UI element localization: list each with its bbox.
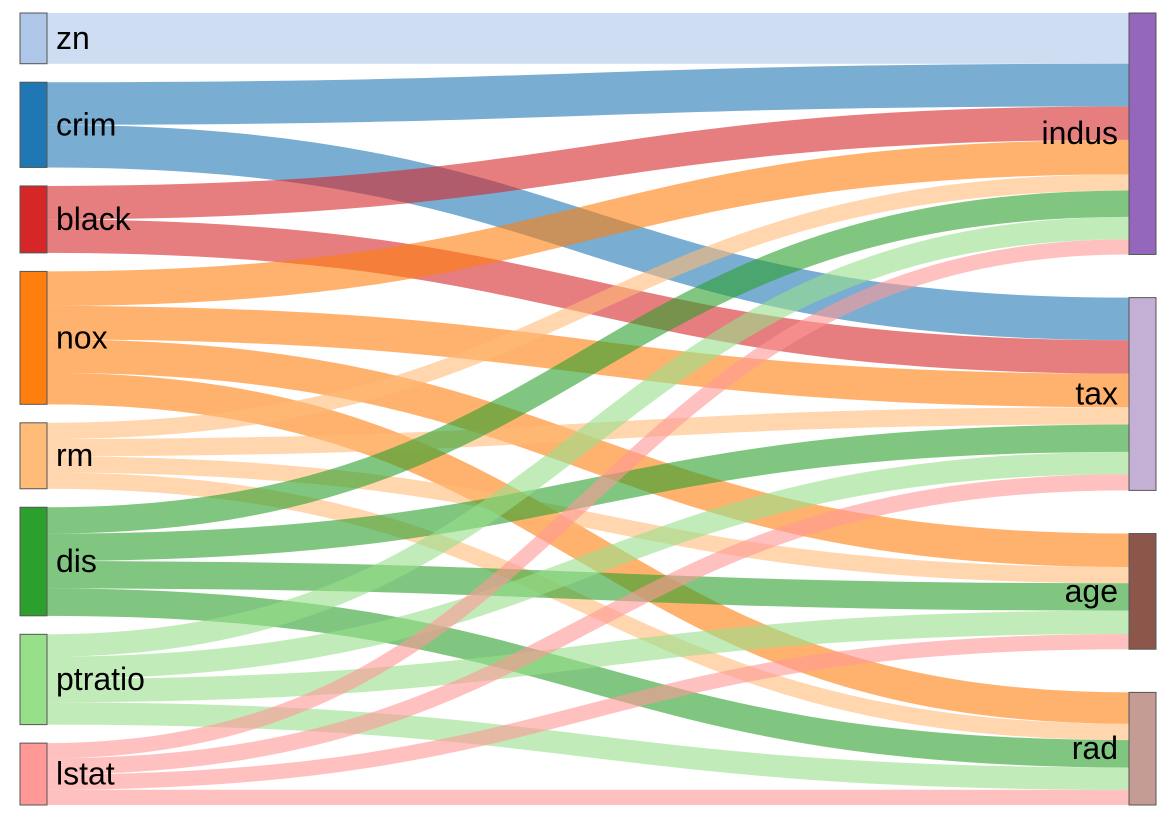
node-ptratio [19,633,48,726]
link-nox-indus [46,139,1130,306]
node-dis [19,506,48,617]
link-black-indus [46,106,1130,220]
node-rad [1128,691,1157,806]
node-label-crim: crim [56,106,116,142]
node-label-dis: dis [56,543,97,579]
node-label-tax: tax [1075,375,1118,411]
sankey-nodes [19,12,1157,806]
sankey-labels: zn crim black nox rm dis ptratio lstat indus tax a… [56,20,1118,792]
node-rm [19,422,48,490]
node-zn [19,12,48,65]
node-nox [19,270,48,405]
node-crim [19,81,48,168]
node-label-indus: indus [1042,115,1119,151]
node-label-rm: rm [56,437,93,473]
node-label-black: black [56,201,132,237]
node-tax [1128,297,1157,491]
link-lstat-indus [46,239,1130,759]
link-ptratio-age [46,610,1130,703]
node-lstat [19,742,48,806]
link-rm-indus [46,174,1130,440]
node-label-ptratio: ptratio [56,661,145,697]
link-rm-age [46,456,1130,584]
link-ptratio-tax [46,451,1130,679]
link-crim-indus [46,63,1130,125]
node-label-lstat: lstat [56,756,115,792]
node-indus [1128,12,1157,255]
node-label-rad: rad [1072,730,1118,766]
node-label-zn: zn [56,20,90,56]
link-lstat-tax [46,474,1130,775]
link-lstat-age [46,633,1130,790]
node-label-nox: nox [56,319,108,355]
node-age [1128,533,1157,650]
node-black [19,185,48,254]
link-nox-age [46,339,1130,568]
link-dis-indus [46,190,1130,534]
link-dis-age [46,561,1130,611]
link-ptratio-indus [46,216,1130,657]
link-black-tax [46,219,1130,374]
sankey-links [46,12,1130,806]
node-label-age: age [1065,573,1118,609]
